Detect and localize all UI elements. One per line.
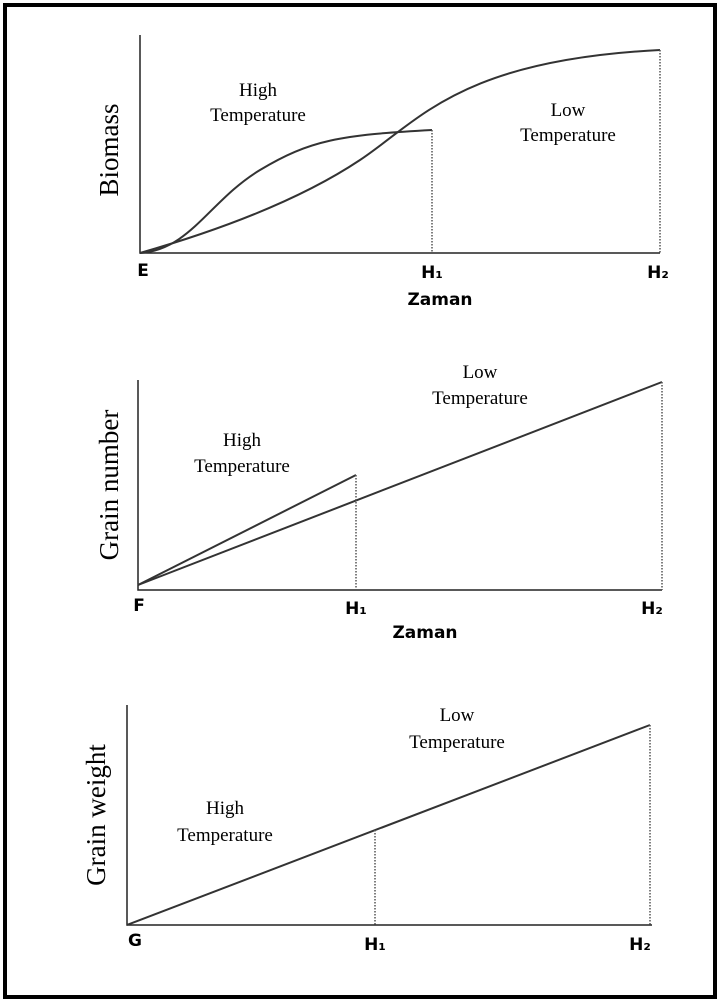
panel-grain-number: Grain number F H₁ H₂ Zaman High Temperat… (94, 362, 663, 643)
curve (126, 724, 651, 926)
curve-low (137, 381, 663, 586)
origin-label: F (133, 596, 145, 616)
curve-label: High (206, 798, 245, 819)
y-label: Grain number (94, 410, 124, 561)
curve-low (139, 49, 661, 254)
x-label: Zaman (392, 623, 457, 643)
curve-label: Temperature (177, 825, 273, 846)
curve-label: Temperature (520, 125, 616, 146)
curve-label: Low (440, 705, 475, 726)
curve-label: Temperature (194, 456, 290, 477)
x-label: Zaman (407, 290, 472, 310)
panel-biomass: Biomass E H₁ H₂ Zaman High Temperature L… (94, 35, 669, 310)
y-label: Biomass (94, 103, 124, 196)
curve-high (137, 474, 357, 586)
curve-label: High (223, 430, 262, 451)
curve-high (139, 129, 433, 254)
h1-label: H₁ (345, 599, 367, 619)
origin-label: G (128, 931, 142, 951)
h2-label: H₂ (629, 935, 651, 955)
h2-label: H₂ (647, 263, 669, 283)
origin-label: E (137, 261, 149, 281)
h1-label: H₁ (364, 935, 386, 955)
h2-label: H₂ (641, 599, 663, 619)
y-label: Grain weight (81, 744, 111, 886)
curve-label: Temperature (409, 732, 505, 753)
frame (3, 3, 717, 999)
panel-grain-weight: Grain weight G H₁ H₂ High Temperature Lo… (81, 705, 652, 955)
curve-label: High (239, 80, 278, 101)
curve-label: Low (551, 100, 586, 121)
curve-label: Temperature (432, 388, 528, 409)
axes (137, 380, 662, 591)
curve-label: Temperature (210, 105, 306, 126)
h1-label: H₁ (421, 263, 443, 283)
curve-label: Low (463, 362, 498, 383)
